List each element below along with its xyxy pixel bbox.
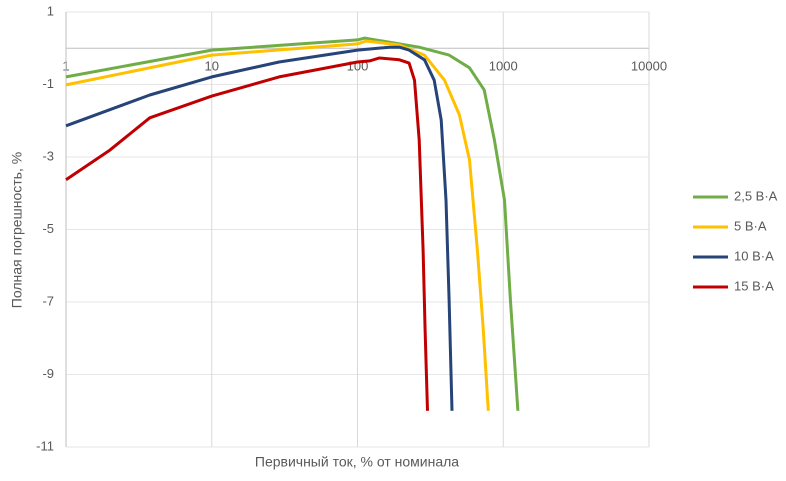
y-tick-label: -11 xyxy=(36,438,54,453)
x-tick-label: 10000 xyxy=(631,59,667,74)
legend-label: 5 В·А xyxy=(734,218,767,233)
y-tick-label: -9 xyxy=(42,366,54,381)
x-axis-label: Первичный ток, % от номинала xyxy=(255,454,459,470)
y-tick-label: 1 xyxy=(47,3,54,18)
x-tick-label: 10 xyxy=(205,59,219,74)
y-axis-label: Полная погрешность, % xyxy=(9,152,25,308)
y-tick-label: -5 xyxy=(42,221,54,236)
y-tick-label: -1 xyxy=(42,76,54,91)
series-line xyxy=(65,36,520,411)
x-tick-label: 1000 xyxy=(489,59,518,74)
series-line xyxy=(65,45,454,411)
legend-label: 10 В·А xyxy=(734,248,774,263)
legend-label: 15 В·А xyxy=(734,278,774,293)
series-line xyxy=(65,56,429,411)
legend-label: 2,5 В·А xyxy=(734,188,778,203)
y-tick-label: -3 xyxy=(42,148,54,163)
y-tick-label: -7 xyxy=(42,293,54,308)
series-line xyxy=(65,39,490,411)
